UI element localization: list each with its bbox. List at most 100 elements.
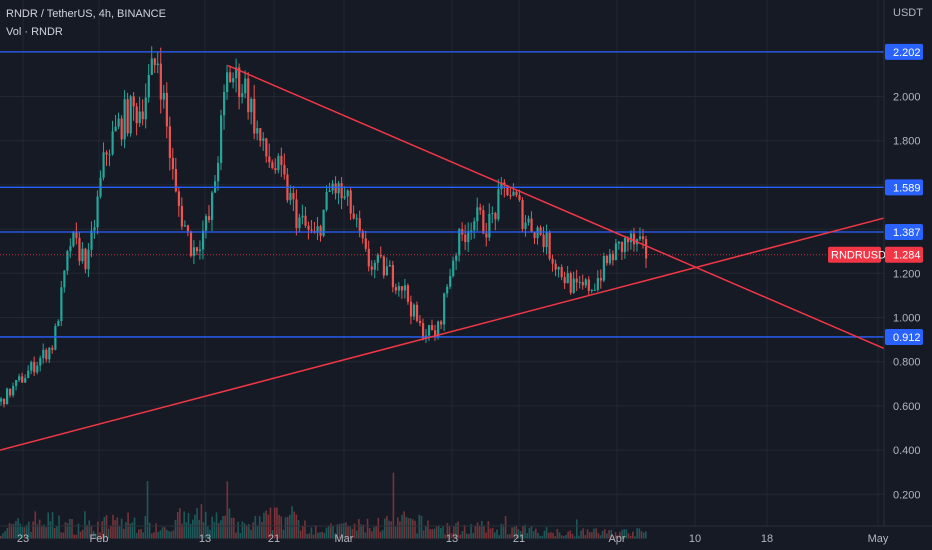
candle-body [84, 248, 87, 270]
volume-bar [345, 522, 347, 539]
volume-bar [450, 533, 453, 539]
candle-body [343, 196, 346, 199]
volume-bar [86, 524, 88, 539]
volume-bar [366, 518, 369, 539]
volume-bar [584, 535, 587, 539]
volume-bar [388, 520, 390, 539]
candle-body [530, 218, 533, 232]
volume-bar [634, 536, 636, 539]
volume-bar [252, 522, 254, 539]
candle-body [560, 267, 563, 278]
volume-bar [355, 530, 358, 539]
volume-bar [360, 524, 362, 539]
candle-body [114, 126, 117, 132]
volume-bar [493, 532, 496, 539]
candle-body [397, 286, 401, 291]
volume-bar [0, 535, 2, 539]
price-axis-tick: 0.600 [893, 401, 921, 413]
candle-body [15, 380, 18, 386]
candle-body [494, 213, 497, 220]
volume-bar [554, 536, 556, 539]
volume-bar [481, 521, 483, 539]
volume-bar [53, 527, 56, 539]
candle-body [349, 190, 352, 214]
volume-bar [202, 522, 205, 539]
candle-body [361, 230, 364, 239]
time-axis-tick: Feb [90, 533, 109, 545]
volume-bar [84, 511, 86, 539]
candle-body [162, 92, 165, 100]
candle-body [69, 246, 72, 252]
candle-body [66, 251, 69, 271]
candle-body [536, 227, 539, 239]
volume-bar [321, 531, 324, 539]
volume-bar [174, 520, 177, 539]
volume-bar [273, 507, 276, 539]
candle-body [434, 330, 437, 338]
candle-body [78, 237, 81, 262]
volume-bar [349, 526, 352, 539]
volume-bar [593, 528, 595, 539]
volume-bar [375, 526, 377, 539]
candle-body [289, 192, 292, 201]
candle-body [443, 293, 446, 325]
volume-bar [317, 532, 319, 539]
volume-bar [334, 533, 336, 539]
candle-body [455, 255, 458, 261]
volume-bar [241, 521, 244, 539]
candle-body [491, 213, 494, 215]
volume-bar [412, 519, 414, 539]
candle-body [21, 376, 24, 383]
volume-bar [474, 526, 477, 539]
volume-bar [153, 532, 155, 539]
candle-body [340, 183, 343, 199]
candle-body [141, 111, 144, 120]
volume-bar [476, 522, 479, 539]
candle-body [244, 78, 247, 94]
volume-bar [254, 516, 257, 539]
volume-bar [461, 531, 464, 539]
candle-body [51, 347, 54, 350]
volume-bar [414, 520, 416, 539]
volume-bar [144, 516, 147, 539]
candle-body [165, 92, 168, 127]
candle-body [192, 247, 196, 256]
candle-body [117, 118, 120, 127]
volume-bar [235, 532, 237, 539]
price-axis-tick: 1.800 [893, 136, 921, 148]
candle-body [605, 255, 609, 264]
volume-bar [8, 523, 11, 539]
candle-body [548, 232, 551, 259]
candle-body [298, 217, 301, 229]
volume-bar [573, 536, 576, 539]
volume-bar [597, 533, 600, 539]
candle-body [207, 216, 211, 221]
time-axis-tick: 13 [199, 533, 211, 545]
volume-bar [604, 529, 606, 539]
volume-bar [599, 535, 602, 539]
candle-body [235, 67, 238, 79]
candle-body [322, 209, 325, 236]
candle-body [217, 162, 220, 182]
volume-bar [133, 517, 136, 539]
volume-bar [472, 532, 475, 539]
candle-body [500, 182, 503, 190]
chart-title: RNDR / TetherUS, 4h, BINANCE [6, 8, 166, 20]
volume-bar [569, 530, 572, 539]
volume-bar [140, 529, 142, 539]
candle-body [57, 321, 60, 327]
time-axis-tick: Apr [608, 533, 625, 545]
candle-body [446, 286, 449, 294]
volume-bar [185, 522, 188, 539]
candle-body [464, 234, 467, 243]
candle-body [3, 398, 6, 405]
candle-body [482, 210, 485, 234]
volume-bar [38, 519, 41, 539]
time-axis-tick: 23 [17, 533, 29, 545]
candle-body [229, 72, 232, 83]
volume-bar [30, 532, 32, 539]
volume-bar [409, 518, 412, 539]
candle-body [171, 157, 174, 170]
volume-bar [424, 526, 427, 539]
